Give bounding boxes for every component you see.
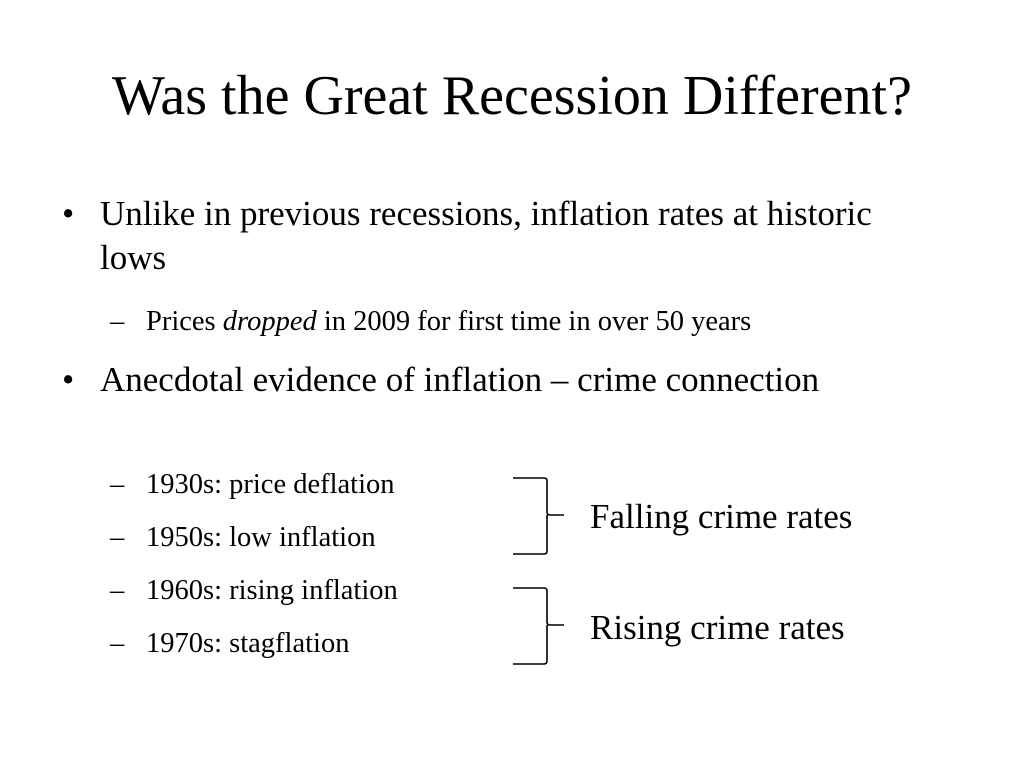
right-brace-icon (513, 477, 564, 555)
sub-bullet-text: 1970s: stagflation (146, 628, 350, 659)
sub-bullet-dash: – (110, 575, 125, 606)
sub-bullet-dash: – (110, 306, 125, 337)
group-label-falling: Falling crime rates (590, 497, 853, 536)
sub-bullet-emphasis: dropped (222, 306, 317, 337)
sub-bullet-text-post: in 2009 for first time in over 50 years (316, 306, 752, 337)
slide-title: Was the Great Recession Different? (112, 65, 912, 127)
sub-bullet-dash: – (110, 469, 125, 500)
bullet-item: • Anecdotal evidence of inflation – crim… (62, 358, 942, 402)
right-brace-icon (513, 587, 564, 665)
sub-bullet-text-pre: Prices (146, 306, 223, 337)
sub-bullet-item: – Prices dropped in 2009 for first time i… (110, 304, 751, 340)
bullet-text: Anecdotal evidence of inflation – crime … (100, 360, 820, 399)
sub-bullet-item: –1960s: rising inflation (110, 573, 398, 609)
sub-bullet-item: –1970s: stagflation (110, 626, 349, 662)
bullet-text: Unlike in previous recessions, inflation… (100, 194, 872, 277)
sub-bullet-text: 1950s: low inflation (146, 522, 376, 553)
sub-bullet-item: –1930s: price deflation (110, 467, 395, 503)
sub-bullet-dash: – (110, 522, 125, 553)
sub-bullet-dash: – (110, 628, 125, 659)
bullet-item: • Unlike in previous recessions, inflati… (62, 192, 942, 280)
sub-bullet-item: –1950s: low inflation (110, 520, 376, 556)
sub-bullet-text: 1930s: price deflation (146, 469, 395, 500)
bullet-marker: • (62, 194, 75, 233)
bullet-marker: • (62, 360, 75, 399)
sub-bullet-text: 1960s: rising inflation (146, 575, 398, 606)
group-label-rising: Rising crime rates (590, 608, 845, 647)
